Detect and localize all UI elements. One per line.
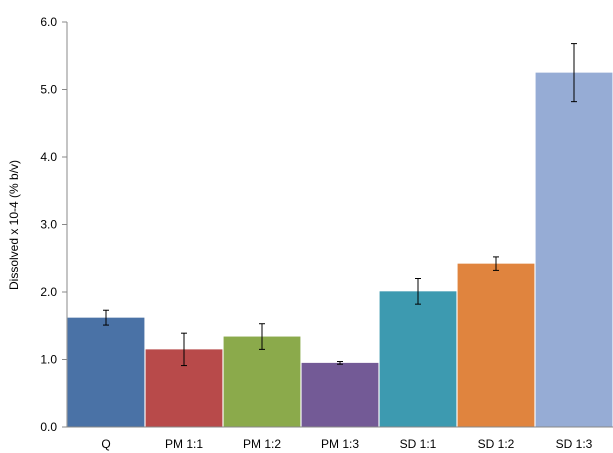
bars-group xyxy=(67,72,613,427)
bar-4 xyxy=(379,291,457,427)
y-tick-label-6: 6.0 xyxy=(40,15,57,29)
y-tick-label-1: 1.0 xyxy=(40,353,57,367)
bar-3 xyxy=(301,362,379,427)
bar-5 xyxy=(457,263,535,427)
x-ticks-group: Q PM 1:1 PM 1:2 PM 1:3 SD 1:1 SD 1:2 SD 1:3 xyxy=(101,437,592,451)
y-tick-label-5: 5.0 xyxy=(40,83,57,97)
x-tick-label-4: SD 1:1 xyxy=(400,437,437,451)
y-tick-label-2: 2.0 xyxy=(40,285,57,299)
x-tick-label-0: Q xyxy=(101,437,110,451)
x-tick-label-3: PM 1:3 xyxy=(321,437,359,451)
bar-6 xyxy=(535,72,613,427)
y-axis-title: Dissolved x 10-4 (% b/v) xyxy=(7,160,21,290)
bar-2 xyxy=(223,336,301,427)
y-tick-label-0: 0.0 xyxy=(40,420,57,434)
x-tick-label-5: SD 1:2 xyxy=(478,437,515,451)
y-tick-label-4: 4.0 xyxy=(40,150,57,164)
y-tick-label-3: 3.0 xyxy=(40,218,57,232)
x-tick-label-2: PM 1:2 xyxy=(243,437,281,451)
error-bars-group xyxy=(103,43,577,367)
bar-0 xyxy=(67,317,145,427)
x-tick-label-1: PM 1:1 xyxy=(165,437,203,451)
x-tick-label-6: SD 1:3 xyxy=(556,437,593,451)
y-ticks-group: 0.0 1.0 2.0 3.0 4.0 5.0 6.0 xyxy=(40,15,67,434)
